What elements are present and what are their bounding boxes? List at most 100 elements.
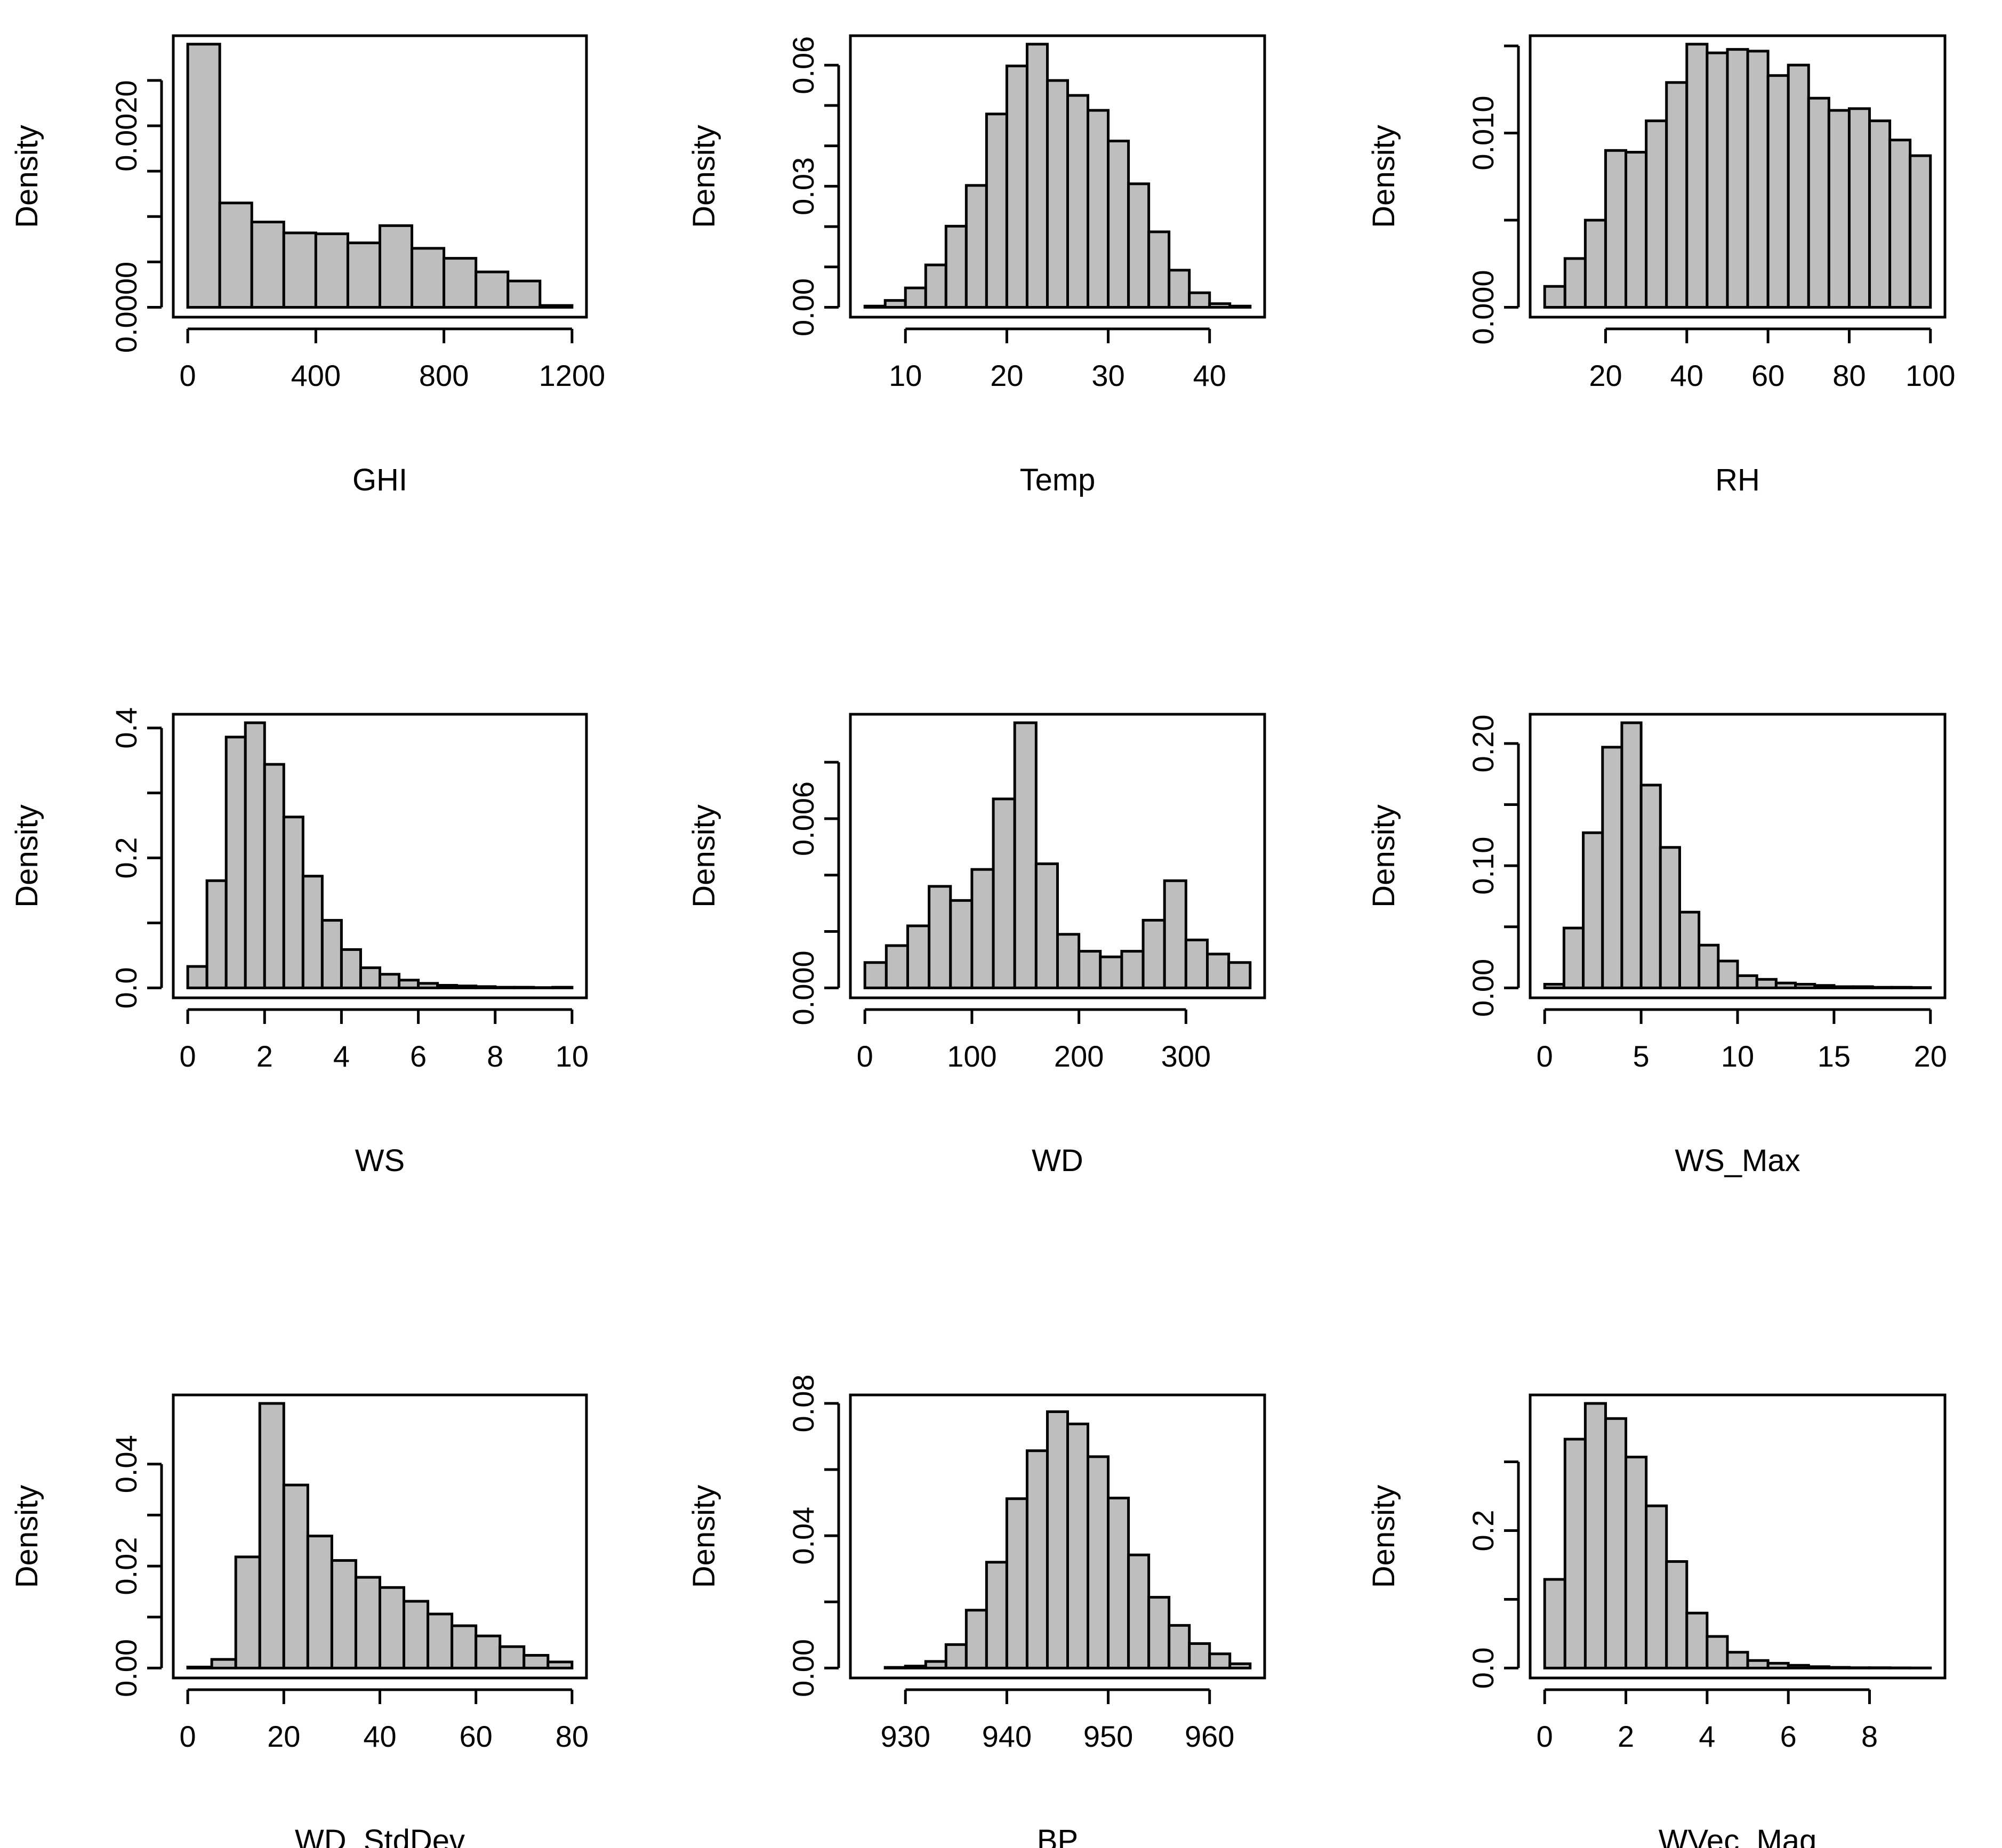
- histogram-bar: [1583, 219, 1607, 309]
- x-tick-label: 0: [857, 1039, 873, 1073]
- histogram-bar: [224, 736, 247, 989]
- histogram-bar: [1890, 986, 1913, 989]
- y-tick-label: 0.10: [1466, 837, 1500, 895]
- histogram-bar: [992, 797, 1016, 989]
- histogram-bar: [427, 1612, 454, 1669]
- histogram-bar: [1787, 1664, 1810, 1669]
- x-tick-label: 80: [556, 1720, 589, 1753]
- histogram-bar: [964, 1609, 988, 1669]
- x-axis-title: RH: [1715, 463, 1760, 497]
- x-tick-label: 0: [180, 359, 196, 392]
- histogram-bar: [1625, 1456, 1648, 1669]
- bars: [186, 1402, 574, 1669]
- histogram-bar: [282, 816, 304, 989]
- histogram-bar: [1025, 1449, 1049, 1669]
- y-tick-label: 0.20: [1466, 714, 1500, 772]
- histogram-bar: [944, 224, 968, 309]
- histogram-bar: [1766, 1661, 1790, 1669]
- x-tick-label: 100: [947, 1039, 996, 1073]
- histogram-bar: [354, 1576, 381, 1669]
- x-tick-label: 5: [1633, 1039, 1650, 1073]
- histogram-bar: [1543, 983, 1565, 989]
- histogram-bar: [1188, 291, 1211, 309]
- histogram-bar: [944, 1643, 968, 1669]
- histogram-bar: [1087, 109, 1110, 309]
- histogram-bar: [1774, 981, 1797, 989]
- histogram-bar: [1163, 879, 1187, 989]
- histogram-bar: [985, 1561, 1008, 1669]
- x-tick-label: 0: [180, 1720, 196, 1753]
- x-tick-label: 300: [1161, 1039, 1211, 1073]
- histogram-bar: [904, 286, 927, 309]
- histogram-bar: [1888, 139, 1912, 309]
- y-axis-title: Density: [1366, 804, 1401, 907]
- histogram-bar: [1099, 955, 1123, 989]
- histogram-bar: [258, 1402, 285, 1669]
- histogram-bar: [1909, 154, 1932, 309]
- y-tick-label: 0.2: [1466, 1510, 1500, 1552]
- histogram-bar: [282, 231, 317, 309]
- histogram-bar: [475, 270, 510, 309]
- histogram-bar: [1827, 109, 1851, 309]
- y-axis-title: Density: [10, 804, 44, 907]
- bars: [1543, 1402, 1932, 1669]
- histogram-bar: [1107, 140, 1130, 309]
- y-tick-label: 0.00: [786, 278, 820, 336]
- histogram-bar: [330, 1559, 357, 1669]
- histogram-bar: [1543, 1578, 1566, 1669]
- histogram-bar: [1706, 1635, 1729, 1669]
- x-tick-label: 100: [1905, 359, 1955, 392]
- y-tick-label: 0.00: [1466, 959, 1500, 1017]
- histogram-panel-temp: 10 20 30 40 0.00 0.03 0.06 Temp Density: [687, 34, 1266, 497]
- histogram-bar: [455, 984, 478, 989]
- y-axis-title: Density: [687, 125, 721, 228]
- histogram-bar: [924, 1660, 947, 1669]
- x-tick-label: 200: [1054, 1039, 1104, 1073]
- histogram-bar: [1871, 986, 1893, 989]
- x-axis-title: WD: [1032, 1143, 1083, 1178]
- histogram-bar: [1543, 285, 1566, 309]
- histogram-bar: [985, 112, 1008, 309]
- y-tick-label: 0.006: [786, 781, 820, 856]
- histogram-bar: [1665, 1560, 1689, 1669]
- histogram-bar: [1787, 63, 1810, 309]
- bars: [863, 43, 1252, 309]
- histogram-bar: [1168, 269, 1191, 309]
- histogram-bar: [494, 986, 516, 989]
- y-axis-title: Density: [687, 1485, 721, 1588]
- histogram-bar: [1868, 119, 1892, 309]
- histogram-bar: [1046, 1410, 1070, 1669]
- histogram-bar: [1755, 978, 1778, 989]
- x-tick-label: 20: [1914, 1039, 1947, 1073]
- histogram-bar: [1168, 1624, 1191, 1669]
- plot-frame: [1529, 1393, 1947, 1680]
- histogram-bar: [1184, 938, 1209, 989]
- histogram-bar: [475, 985, 497, 989]
- histogram-panel-ws: 0 2 4 6 8 10 0.0 0.2 0.4 WS Density: [10, 707, 589, 1178]
- y-axis-title: Density: [1366, 125, 1401, 228]
- y-tick-label: 0.06: [786, 36, 820, 94]
- histogram-bar: [883, 299, 907, 309]
- histogram-bar: [1645, 1504, 1668, 1669]
- histogram-bar: [340, 948, 362, 989]
- x-tick-label: 400: [291, 359, 341, 392]
- y-tick-label: 0.0020: [109, 80, 143, 171]
- y-tick-label: 0.04: [786, 1507, 820, 1565]
- histogram-bar: [1005, 64, 1028, 309]
- histogram-bar: [546, 1660, 574, 1669]
- y-tick-label: 0.4: [109, 707, 143, 749]
- x-tick-label: 15: [1818, 1039, 1851, 1073]
- histogram-bar: [904, 1665, 927, 1669]
- histogram-bar: [1066, 1422, 1090, 1669]
- histogram-bar: [1078, 950, 1102, 989]
- histogram-bar: [359, 966, 382, 989]
- plot-frame: [172, 713, 588, 999]
- histogram-bar: [1832, 985, 1855, 989]
- y-tick-label: 0.000: [786, 950, 820, 1025]
- histogram-bar: [1013, 721, 1038, 989]
- histogram-bar: [250, 220, 285, 309]
- x-tick-label: 4: [333, 1039, 350, 1073]
- histogram-bar: [1746, 50, 1770, 309]
- histogram-bar: [1665, 81, 1689, 309]
- histogram-bar: [1208, 302, 1232, 309]
